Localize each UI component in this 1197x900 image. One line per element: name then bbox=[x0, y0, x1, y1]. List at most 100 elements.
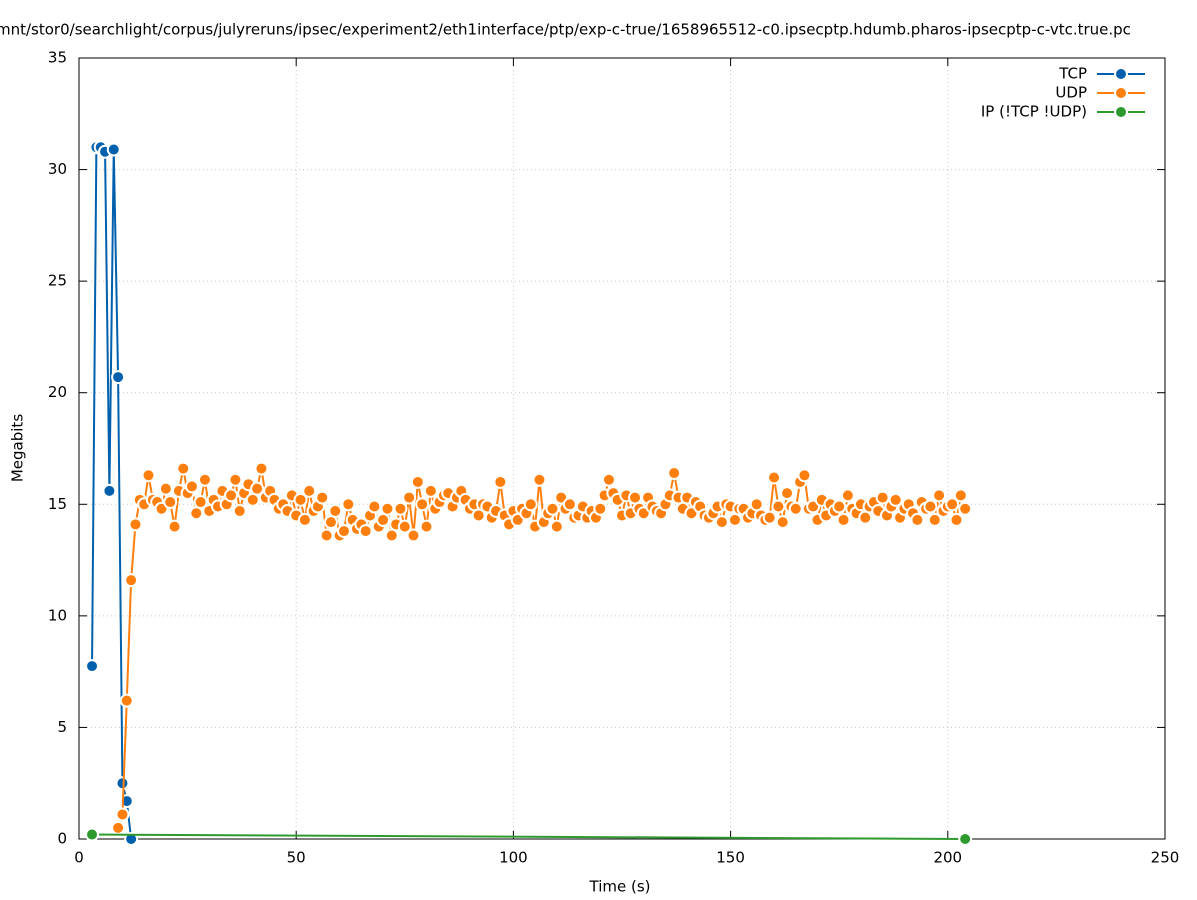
data-point bbox=[85, 827, 100, 842]
data-point bbox=[780, 486, 795, 501]
data-point bbox=[102, 483, 117, 498]
data-point bbox=[250, 481, 265, 496]
data-point bbox=[532, 472, 547, 487]
data-point bbox=[549, 519, 564, 534]
data-point bbox=[523, 497, 538, 512]
data-point bbox=[341, 497, 356, 512]
data-point bbox=[119, 693, 134, 708]
data-point bbox=[328, 503, 343, 518]
data-point bbox=[302, 483, 317, 498]
data-point bbox=[788, 501, 803, 516]
data-point bbox=[958, 501, 973, 516]
series-line bbox=[92, 833, 966, 840]
data-point bbox=[910, 512, 925, 527]
x-tick-label: 200 bbox=[933, 849, 962, 867]
data-point bbox=[493, 474, 508, 489]
legend-label: IP (!TCP !UDP) bbox=[981, 103, 1087, 121]
series-line bbox=[117, 468, 967, 829]
data-point bbox=[762, 510, 777, 525]
y-axis-label: Megabits bbox=[9, 414, 27, 482]
series bbox=[111, 461, 973, 835]
data-point bbox=[367, 499, 382, 514]
data-point bbox=[380, 501, 395, 516]
legend-label: TCP bbox=[1058, 65, 1087, 83]
data-point bbox=[423, 483, 438, 498]
data-point bbox=[932, 488, 947, 503]
data-point bbox=[254, 461, 269, 476]
data-point bbox=[836, 512, 851, 527]
data-point bbox=[115, 776, 130, 791]
data-point bbox=[167, 519, 182, 534]
data-point bbox=[775, 515, 790, 530]
data-point bbox=[397, 519, 412, 534]
data-point bbox=[141, 468, 156, 483]
x-tick-label: 100 bbox=[499, 849, 528, 867]
x-tick-label: 250 bbox=[1151, 849, 1180, 867]
chart-title: mnt/stor0/searchlight/corpus/julyreruns/… bbox=[0, 21, 1131, 39]
data-point bbox=[771, 499, 786, 514]
legend-label: UDP bbox=[1055, 84, 1087, 102]
data-point bbox=[593, 501, 608, 516]
data-point bbox=[797, 468, 812, 483]
y-tick-label: 35 bbox=[48, 49, 67, 67]
data-point bbox=[888, 492, 903, 507]
data-point bbox=[410, 474, 425, 489]
data-point bbox=[832, 499, 847, 514]
data-point bbox=[545, 501, 560, 516]
data-point bbox=[184, 479, 199, 494]
y-tick-label: 10 bbox=[48, 606, 67, 624]
data-point bbox=[297, 512, 312, 527]
data-point bbox=[562, 497, 577, 512]
data-point bbox=[106, 142, 121, 157]
data-point bbox=[945, 497, 960, 512]
data-point bbox=[415, 497, 430, 512]
data-point bbox=[232, 503, 247, 518]
x-tick-label: 0 bbox=[74, 849, 84, 867]
data-point bbox=[124, 573, 139, 588]
data-point bbox=[336, 524, 351, 539]
data-point bbox=[197, 472, 212, 487]
data-point bbox=[927, 512, 942, 527]
y-tick-label: 15 bbox=[48, 495, 67, 513]
data-point bbox=[293, 492, 308, 507]
data-point bbox=[393, 501, 408, 516]
data-point bbox=[840, 488, 855, 503]
data-point bbox=[111, 820, 126, 835]
y-tick-label: 5 bbox=[57, 718, 67, 736]
data-point bbox=[667, 466, 682, 481]
data-point bbox=[158, 481, 173, 496]
data-point bbox=[601, 472, 616, 487]
data-point bbox=[402, 490, 417, 505]
y-tick-label: 25 bbox=[48, 272, 67, 290]
data-point bbox=[319, 528, 334, 543]
data-point bbox=[224, 488, 239, 503]
legend-marker bbox=[1114, 67, 1128, 81]
data-point bbox=[111, 370, 126, 385]
data-point bbox=[419, 519, 434, 534]
data-point bbox=[923, 499, 938, 514]
legend-marker bbox=[1114, 105, 1128, 119]
data-point bbox=[875, 490, 890, 505]
x-axis-label: Time (s) bbox=[589, 878, 651, 896]
data-point bbox=[228, 472, 243, 487]
y-tick-label: 0 bbox=[57, 830, 67, 848]
data-point bbox=[714, 515, 729, 530]
data-point bbox=[953, 488, 968, 503]
data-point bbox=[193, 495, 208, 510]
x-tick-label: 150 bbox=[716, 849, 745, 867]
x-tick-label: 50 bbox=[287, 849, 306, 867]
data-point bbox=[358, 524, 373, 539]
y-tick-label: 20 bbox=[48, 383, 67, 401]
data-point bbox=[128, 517, 143, 532]
data-point bbox=[85, 659, 100, 674]
legend-marker bbox=[1114, 86, 1128, 100]
data-point bbox=[315, 490, 330, 505]
data-point bbox=[406, 528, 421, 543]
series bbox=[85, 827, 973, 846]
data-point bbox=[767, 470, 782, 485]
data-point bbox=[958, 832, 973, 846]
plot-border bbox=[78, 57, 1166, 840]
